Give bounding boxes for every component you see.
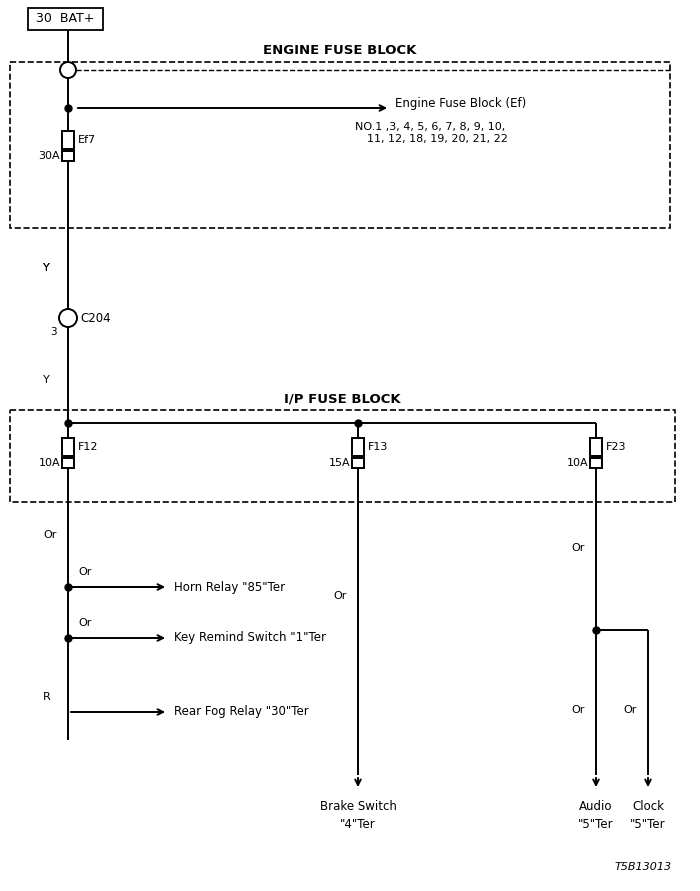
Text: Audio: Audio <box>580 800 612 813</box>
Text: 15A: 15A <box>328 458 350 468</box>
Bar <box>62 151 74 161</box>
Text: I/P FUSE BLOCK: I/P FUSE BLOCK <box>284 392 401 405</box>
Text: 3: 3 <box>50 327 57 337</box>
Text: Key Remind Switch "1"Ter: Key Remind Switch "1"Ter <box>174 632 326 644</box>
Text: NO.1 ,3, 4, 5, 6, 7, 8, 9, 10,
    11, 12, 18, 19, 20, 21, 22: NO.1 ,3, 4, 5, 6, 7, 8, 9, 10, 11, 12, 1… <box>353 122 508 143</box>
Bar <box>590 458 602 468</box>
Text: F12: F12 <box>78 442 99 452</box>
Bar <box>590 438 602 456</box>
Text: Or: Or <box>333 591 346 601</box>
Bar <box>352 438 364 456</box>
Text: "5"Ter: "5"Ter <box>578 818 614 831</box>
Text: Or: Or <box>43 530 57 540</box>
Text: T5B13013: T5B13013 <box>615 862 672 872</box>
Text: Or: Or <box>78 567 92 577</box>
Text: ENGINE FUSE BLOCK: ENGINE FUSE BLOCK <box>263 44 416 57</box>
Bar <box>62 458 74 468</box>
Text: Rear Fog Relay "30"Ter: Rear Fog Relay "30"Ter <box>174 706 309 718</box>
Text: Or: Or <box>78 618 92 628</box>
Text: F13: F13 <box>368 442 388 452</box>
Text: 30  BAT+: 30 BAT+ <box>36 12 95 26</box>
Text: Y: Y <box>43 263 50 273</box>
Text: 30A: 30A <box>38 151 60 161</box>
Bar <box>10 62 670 228</box>
Bar <box>28 8 103 30</box>
Text: Horn Relay "85"Ter: Horn Relay "85"Ter <box>174 581 285 593</box>
Text: Ef7: Ef7 <box>78 135 96 145</box>
Text: 10A: 10A <box>38 458 60 468</box>
Text: Y: Y <box>43 375 50 385</box>
Text: "4"Ter: "4"Ter <box>340 818 376 831</box>
Text: Engine Fuse Block (Ef): Engine Fuse Block (Ef) <box>395 96 526 110</box>
Text: "5"Ter: "5"Ter <box>630 818 666 831</box>
Bar <box>62 438 74 456</box>
Text: 10A: 10A <box>566 458 588 468</box>
Text: Or: Or <box>571 543 584 553</box>
Text: Or: Or <box>571 705 584 715</box>
Bar <box>352 458 364 468</box>
Text: R: R <box>43 692 50 702</box>
Text: Clock: Clock <box>632 800 664 813</box>
Text: Brake Switch: Brake Switch <box>320 800 396 813</box>
Bar <box>62 131 74 149</box>
Bar <box>10 410 675 502</box>
Text: C204: C204 <box>80 312 111 324</box>
Text: F23: F23 <box>606 442 627 452</box>
Text: Y: Y <box>43 263 50 273</box>
Text: Or: Or <box>623 705 636 715</box>
